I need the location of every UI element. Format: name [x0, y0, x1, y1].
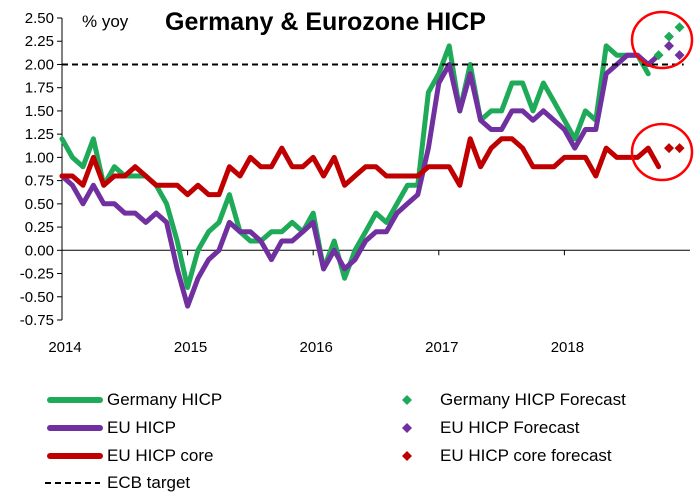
legend-label: ECB target	[107, 473, 190, 492]
y-tick-label: 0.75	[25, 173, 54, 190]
legend-label: Germany HICP	[107, 390, 222, 409]
series-line-eu-hicp	[59, 52, 662, 309]
y-tick-label: 2.00	[25, 56, 54, 73]
forecast-point-eu-hicp-forecast	[664, 40, 675, 51]
legend-swatch-marker	[402, 423, 412, 433]
x-tick-label: 2018	[551, 339, 584, 356]
legend-swatch-marker	[402, 395, 412, 405]
forecast-point-eu-hicp-forecast	[674, 50, 685, 61]
forecast-point-eu-hicp-core-forecast	[664, 143, 675, 154]
y-tick-label: 1.50	[25, 103, 54, 120]
series-layer	[59, 22, 685, 309]
forecast-annotations	[630, 10, 694, 182]
forecast-point-germany-hicp-forecast	[674, 22, 685, 33]
y-tick-label: 2.25	[25, 33, 54, 50]
y-tick-label: 0.00	[25, 242, 54, 259]
x-tick-label: 2014	[48, 339, 81, 356]
series-line-eu-hicp-core	[59, 136, 662, 198]
axes: 2.50 2.25 2.00 1.75 1.50 1.25 1.00 0.75 0.50 0.25…	[20, 10, 690, 356]
forecast-point-germany-hicp-forecast	[653, 50, 664, 61]
legend-label: Germany HICP Forecast	[440, 390, 626, 409]
y-tick-label: -0.25	[20, 266, 54, 283]
x-tick-label: 2017	[425, 339, 458, 356]
legend-label: EU HICP	[107, 418, 176, 437]
forecast-point-eu-hicp-core-forecast	[674, 143, 685, 154]
y-tick-label: 1.75	[25, 80, 54, 97]
y-unit-label: % yoy	[82, 12, 129, 31]
y-tick-label: 0.50	[25, 196, 54, 213]
legend-label: EU HICP core forecast	[440, 446, 612, 465]
legend: Germany HICP EU HICP EU HICP core ECB targe…	[45, 390, 626, 492]
forecast-point-germany-hicp-forecast	[664, 31, 675, 42]
y-tick-label: 0.25	[25, 219, 54, 236]
y-tick-label: 1.00	[25, 149, 54, 166]
x-tick-label: 2015	[174, 339, 207, 356]
y-tick-label: 1.25	[25, 126, 54, 143]
x-tick-label: 2016	[300, 339, 333, 356]
forecast-circle-top	[630, 10, 694, 70]
y-tick-label: 2.50	[25, 10, 54, 27]
forecast-circle-core	[630, 122, 694, 182]
legend-label: EU HICP core	[107, 446, 213, 465]
chart-title: Germany & Eurozone HICP	[165, 8, 486, 36]
y-tick-label: -0.75	[20, 312, 54, 329]
legend-label: EU HICP Forecast	[440, 418, 580, 437]
series-line-germany-hicp	[59, 43, 651, 290]
legend-swatch-marker	[402, 451, 412, 461]
y-tick-label: -0.50	[20, 289, 54, 306]
